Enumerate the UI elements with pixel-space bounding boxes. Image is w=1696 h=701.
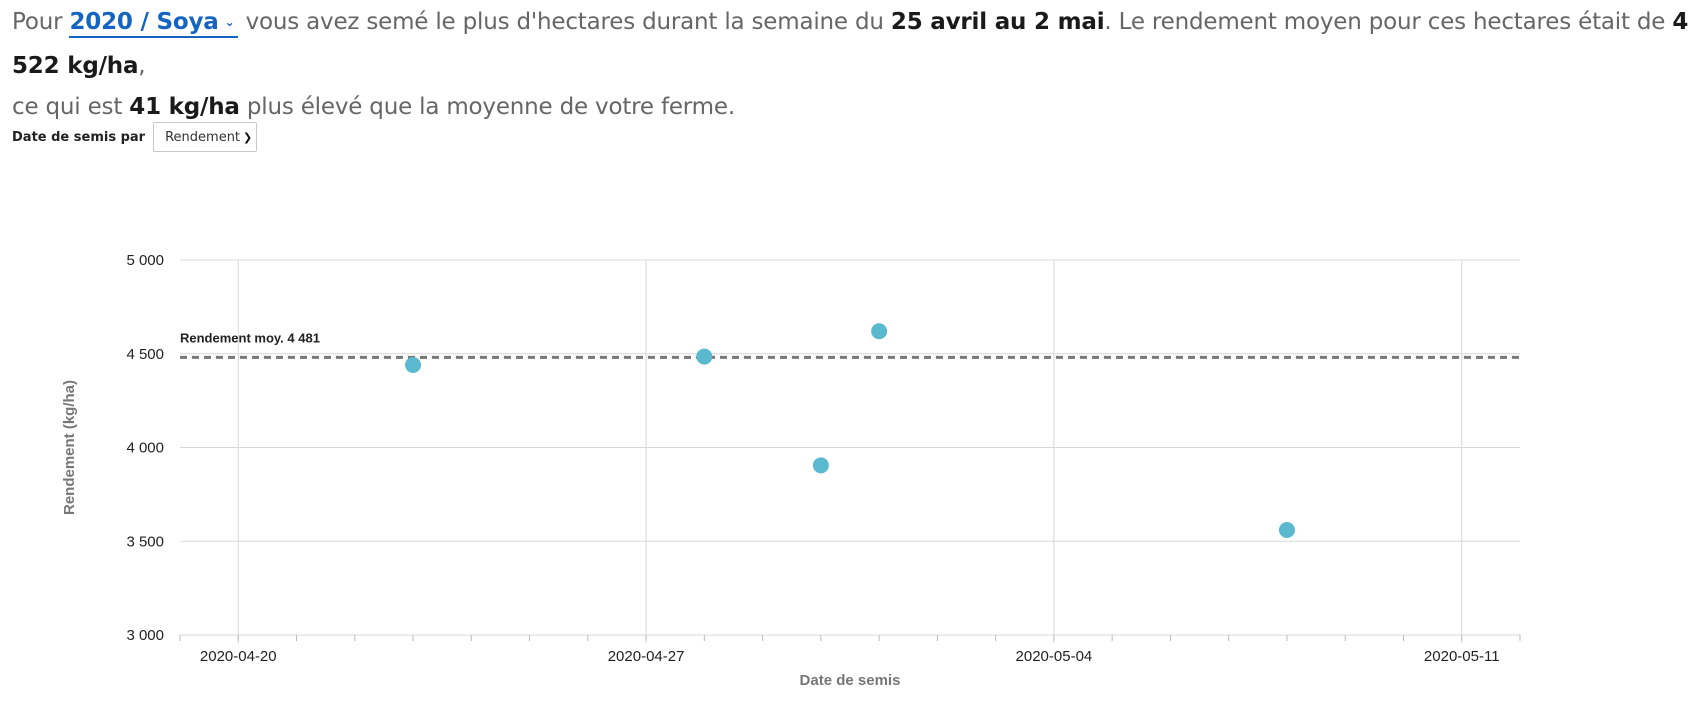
summary-prefix: Pour [12, 9, 63, 35]
x-minor-ticks [179, 635, 1521, 641]
summary-week: 25 avril au 2 mai [890, 9, 1105, 35]
summary-text-part5: ce qui est [12, 94, 123, 120]
x-gridlines [237, 260, 1463, 643]
sort-by-select-value: Rendement [165, 129, 241, 145]
sort-by-select[interactable]: Rendement ❯ [153, 122, 258, 152]
summary-text-part6: plus élevé que la moyenne de votre ferme… [246, 94, 735, 120]
x-tick-label: 2020-05-11 [1424, 648, 1500, 665]
sort-by-label: Date de semis par [12, 129, 146, 145]
crop-year-selector[interactable]: 2020 / Soya ⌄ [69, 9, 239, 38]
y-gridlines [180, 259, 1520, 636]
summary-text-part2: vous avez semé le plus d'hectares durant… [245, 9, 884, 35]
summary-avg-yield: 4 522 kg/ha [12, 9, 1689, 79]
y-tick-label: 5 000 [126, 252, 164, 269]
data-point [1278, 522, 1295, 538]
x-axis-tick-labels: 2020-04-20 2020-04-27 2020-05-04 2020-05-11 [200, 648, 1500, 665]
summary-text: Pour 2020 / Soya ⌄ vous avez semé le plus… [12, 2, 1692, 128]
y-axis-tick-labels: 3 000 3 500 4 000 4 500 5 000 [126, 252, 164, 644]
x-tick-label: 2020-05-04 [1016, 648, 1093, 665]
crop-selector-label: 2020 / Soya [69, 9, 219, 35]
summary-diff: 41 kg/ha [129, 94, 240, 120]
chevron-down-icon: ❯ [243, 130, 253, 144]
y-tick-label: 4 000 [126, 440, 164, 457]
data-point [871, 323, 888, 340]
data-point [696, 348, 713, 365]
summary-text-part3: . Le rendement moyen pour ces hectares é… [1104, 9, 1666, 35]
chart-controls: Date de semis par Rendement ❯ [12, 122, 258, 152]
y-tick-label: 3 000 [126, 627, 164, 644]
data-points [405, 323, 1295, 538]
y-tick-label: 4 500 [126, 346, 164, 363]
average-label: Rendement moy. 4 481 [180, 330, 320, 345]
summary-text-part4: , [138, 53, 146, 79]
x-axis-title: Date de semis [800, 672, 901, 689]
data-point [812, 457, 829, 474]
y-tick-label: 3 500 [126, 533, 164, 550]
y-axis-title: Rendement (kg/ha) [61, 380, 78, 515]
x-tick-label: 2020-04-20 [200, 648, 277, 665]
x-tick-label: 2020-04-27 [608, 648, 685, 665]
chevron-down-icon: ⌄ [224, 15, 235, 29]
data-point [405, 357, 422, 373]
